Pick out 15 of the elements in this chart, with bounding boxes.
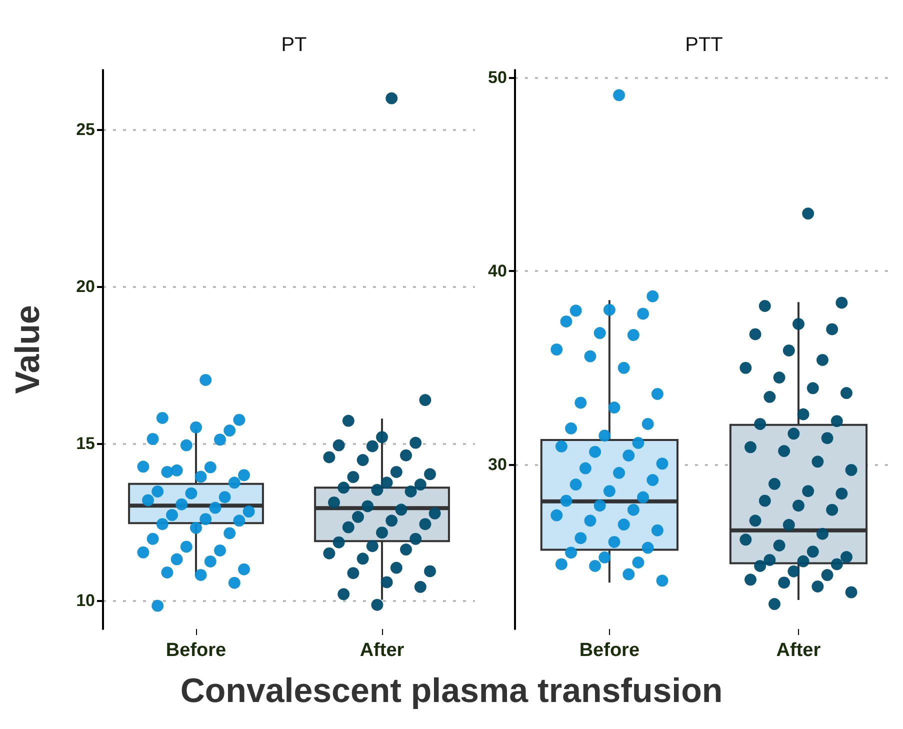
chart-title: PTT (685, 34, 723, 56)
y-tick-label: 25 (76, 120, 95, 140)
y-tick-label: 20 (76, 277, 95, 296)
y-tick-label: 30 (488, 455, 507, 474)
y-tick-label: 15 (76, 434, 95, 454)
x-axis-title: Convalescent plasma transfusion (179, 672, 724, 711)
y-tick-label: 50 (488, 68, 507, 88)
y-tick-label: 40 (488, 262, 507, 281)
x-tick-label: After (776, 640, 822, 661)
chart-title: PT (281, 34, 307, 56)
y-tick-label: 10 (76, 591, 95, 610)
y-axis-title: Value (9, 305, 47, 394)
x-tick-label: Before (166, 640, 226, 661)
x-tick-label: After (360, 640, 405, 661)
x-tick-label: Before (579, 640, 640, 661)
